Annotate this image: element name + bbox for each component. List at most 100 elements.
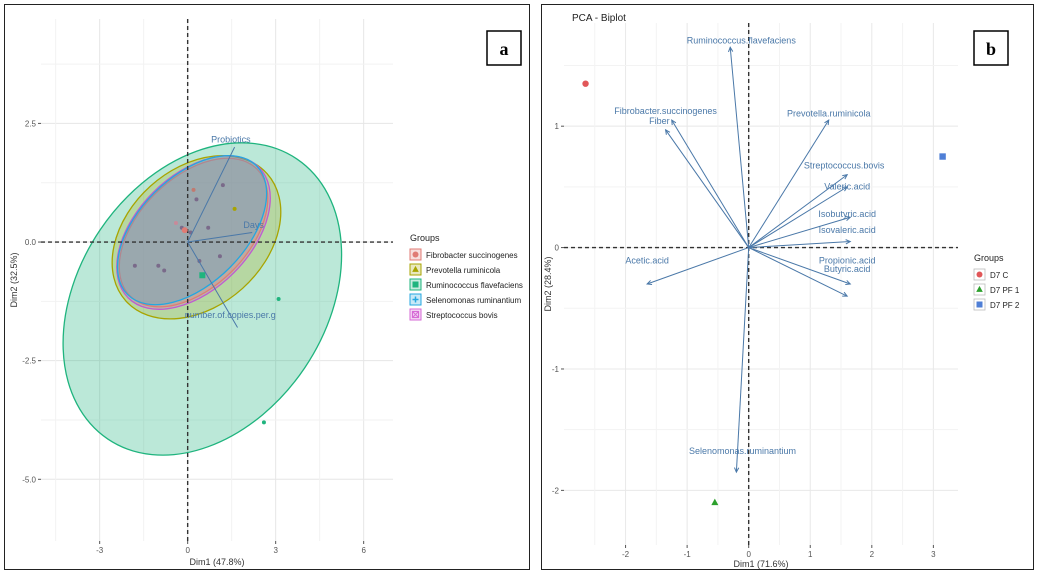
vector-arrowhead-fiber [664,128,671,135]
legend-label-fibrobacter-succinogenes: Fibrobacter succinogenes [426,251,518,260]
legend-label-ruminococcus-flavefaciens: Ruminococcus flavefaciens [426,281,523,290]
vector-probiotics [187,146,236,243]
vector-days [187,232,253,243]
ellipse-prevotella-ruminicola [111,155,282,320]
panel-label-box [973,30,1009,66]
centroid-1 [181,227,188,234]
legend-marker-d7-c [976,271,983,278]
y-tick-label: -2.5 [22,357,36,366]
ellipse-selenomonas-ruminantium [116,154,268,306]
panel-label-box [486,30,522,66]
x-tick-label: 0 [185,546,190,555]
data-point-10 [220,183,225,188]
vector-label-prevotella-ruminicola: Prevotella.ruminicola [787,108,871,118]
vector-label-isobutyric-acid: Isobutyric.acid [818,209,876,219]
panel-label: b [986,39,996,59]
vector-label-number-of-copies-per-g: number.of.copies.per.g [185,310,276,320]
data-point-9 [206,225,211,230]
chart-title: PCA - Biplot [572,13,626,24]
data-point-0 [132,263,137,268]
vector-arrowhead-prevotella-ruminicola [824,119,830,126]
vector-acetic-acid [646,247,749,285]
legend-marker-prevotella-ruminicola [412,265,419,272]
x-axis-label: Dim1 (71.6%) [733,559,788,569]
y-tick-label: 0 [555,244,560,253]
data-point-d7-pf-1 [711,498,719,506]
legend-title: Groups [974,253,1004,263]
legend-label-selenomonas-ruminantium: Selenomonas ruminantium [426,296,521,305]
vector-fiber [665,129,750,248]
legend-marker-fibrobacter-succinogenes [412,251,419,258]
y-tick-label: -2 [552,486,560,495]
data-point-14 [276,296,281,301]
legend-label-prevotella-ruminicola: Prevotella ruminicola [426,266,501,275]
vector-propionic-acid [748,247,851,285]
data-point-6 [191,187,196,192]
vector-arrowhead-fibrobacter-succinogenes [671,119,677,126]
vector-arrowhead-selenomonas-ruminantium [733,467,740,474]
data-point-2 [162,268,167,273]
vector-arrowhead-valeric-acid [842,186,849,192]
legend-label-d7-pf-1: D7 PF 1 [990,286,1020,295]
vector-ruminococcus-flavefaciens [729,47,750,248]
vector-number-of-copies-per-g [187,241,238,328]
data-point-3 [173,221,178,226]
vector-label-propionic-acid: Propionic.acid [819,255,876,265]
panel-b-chart: Ruminococcus.flavefaciens Fibrobacter.suc… [543,13,1020,569]
data-point-d7-c [582,80,589,87]
vector-selenomonas-ruminantium [735,247,750,473]
vector-label-fibrobacter-succinogenes: Fibrobacter.succinogenes [614,106,717,116]
data-point-12 [232,206,237,211]
y-axis-label: Dim2 (32.5%) [9,252,19,307]
x-tick-label: 2 [870,550,875,559]
x-tick-label: -1 [684,550,692,559]
vector-label-isovaleric-acid: Isovaleric.acid [819,225,876,235]
legend-marker-selenomonas-ruminantium [412,296,419,303]
centroid-0 [199,272,206,279]
legend-marker-streptococcus-bovis [411,310,420,319]
vector-label-days: Days [243,220,264,230]
x-tick-label: 3 [273,546,278,555]
vector-label-ruminococcus-flavefaciens: Ruminococcus.flavefaciens [687,36,797,46]
y-tick-label: 0.0 [25,238,37,247]
y-tick-label: 1 [555,122,560,131]
x-axis-label: Dim1 (47.8%) [189,557,244,567]
data-point-7 [194,197,199,202]
data-point-15 [261,420,266,425]
vector-streptococcus-bovis [748,174,848,248]
x-tick-label: -3 [96,546,104,555]
vector-arrowhead-butyric-acid [842,291,849,297]
legend-label-d7-c: D7 C [990,271,1008,280]
vector-arrowhead-streptococcus-bovis [842,174,849,180]
x-tick-label: -2 [622,550,630,559]
legend-marker-d7-pf-1 [976,285,983,292]
vector-label-streptococcus-bovis: Streptococcus.bovis [804,161,885,171]
vector-label-probiotics: Probiotics [211,134,251,144]
vector-label-acetic-acid: Acetic.acid [625,255,669,265]
vector-valeric-acid [748,186,848,249]
data-point-1 [156,263,161,268]
y-tick-label: 2.5 [25,119,37,128]
vector-label-valeric-acid: Valeric.acid [824,181,870,191]
vector-arrowhead-propionic-acid [845,280,852,286]
vector-label-selenomonas-ruminantium: Selenomonas.ruminantium [689,446,796,456]
data-point-d7-pf-2 [939,153,946,160]
vector-arrowhead-isobutyric-acid [845,215,852,221]
vector-arrowhead-ruminococcus-flavefaciens [727,46,734,53]
panel-a-chart: Probiotics Days number.of.copies.per.g -3 0 3… [9,19,523,567]
y-tick-label: -5.0 [22,475,36,484]
panel-label: a [500,39,509,59]
y-axis-label: Dim2 (28.4%) [543,256,553,311]
x-tick-label: 0 [746,550,751,559]
panel-b-pca-biplot: Ruminococcus.flavefaciens Fibrobacter.suc… [541,4,1034,570]
vector-prevotella-ruminicola [748,119,830,248]
vector-label-fiber: Fiber [649,116,670,126]
vector-butyric-acid [748,247,848,297]
x-tick-label: 1 [808,550,813,559]
legend-marker-d7-pf-2 [976,301,983,308]
x-tick-label: 6 [361,546,366,555]
legend-marker-ruminococcus-flavefaciens [412,281,419,288]
vector-fibrobacter-succinogenes [671,119,750,248]
legend-label-d7-pf-2: D7 PF 2 [990,301,1020,310]
vector-arrowhead-acetic-acid [646,280,653,286]
